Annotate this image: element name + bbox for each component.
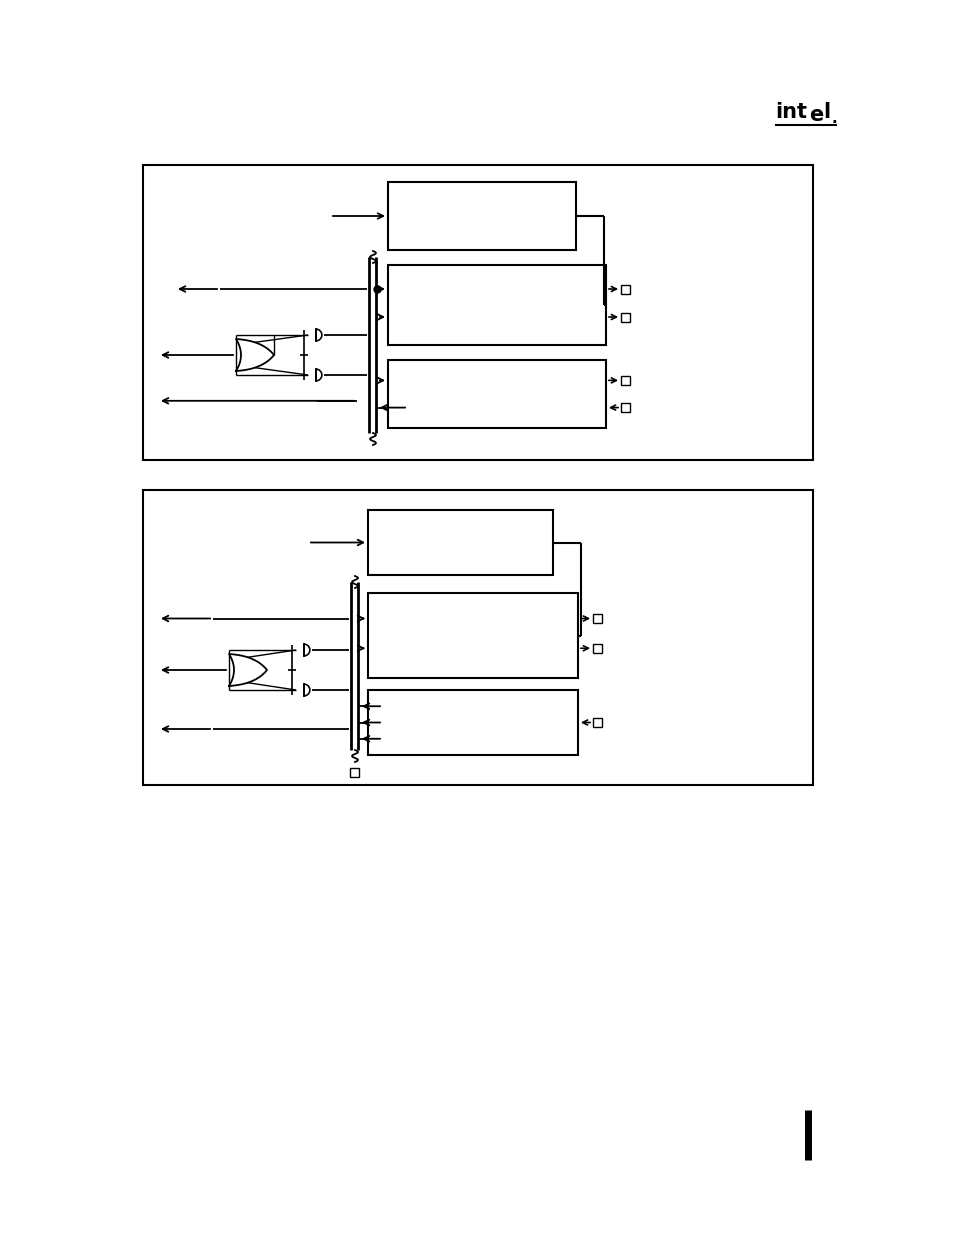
Text: e: e: [808, 105, 822, 125]
Bar: [368, 690, 578, 755]
Bar: [143, 490, 812, 785]
Text: int: int: [774, 103, 806, 122]
Polygon shape: [235, 338, 274, 370]
Polygon shape: [315, 369, 321, 380]
Polygon shape: [315, 330, 321, 341]
Polygon shape: [304, 684, 310, 695]
Bar: [388, 266, 605, 345]
Bar: [593, 718, 602, 727]
Bar: [350, 767, 359, 777]
Bar: [593, 614, 602, 622]
Bar: [620, 375, 630, 385]
Bar: [620, 403, 630, 412]
Bar: [388, 359, 605, 429]
Bar: [593, 643, 602, 653]
Bar: [620, 284, 630, 294]
Bar: [368, 510, 553, 576]
Text: l: l: [822, 103, 829, 122]
Bar: [388, 182, 576, 249]
Polygon shape: [229, 655, 267, 685]
Bar: [143, 165, 812, 459]
Text: .: .: [831, 111, 837, 126]
Bar: [620, 312, 630, 321]
Bar: [368, 593, 578, 678]
Polygon shape: [304, 645, 310, 656]
